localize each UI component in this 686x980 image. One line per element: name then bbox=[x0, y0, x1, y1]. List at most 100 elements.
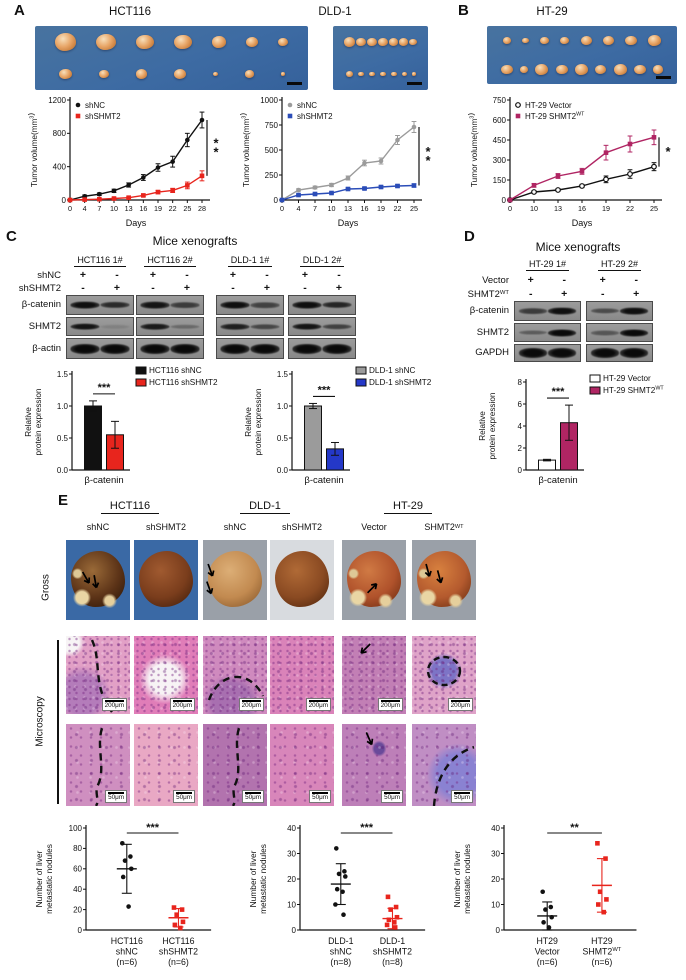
svg-text:25: 25 bbox=[183, 204, 191, 213]
svg-text:DLD-1: DLD-1 bbox=[380, 936, 406, 946]
scale-bar-label: 50μm bbox=[381, 790, 403, 803]
svg-text:19: 19 bbox=[602, 204, 610, 213]
scale-bar-label: 200μm bbox=[169, 698, 195, 711]
blot-lane-box bbox=[288, 295, 356, 315]
blot-sign: - bbox=[231, 282, 235, 294]
blot-lane-box bbox=[586, 344, 653, 362]
tumor bbox=[343, 37, 355, 47]
blot-sign: - bbox=[185, 269, 189, 281]
blot-band bbox=[100, 301, 130, 309]
blot-band bbox=[170, 343, 200, 354]
svg-text:(n=6): (n=6) bbox=[168, 957, 189, 967]
gross-liver-photo-ht29-vector bbox=[342, 540, 406, 620]
svg-text:16: 16 bbox=[139, 204, 147, 213]
ht29-protein-expression-chart: 0 2 4 6 8 Relative protein expression β-catenin… bbox=[478, 374, 664, 486]
svg-text:0: 0 bbox=[62, 196, 67, 205]
svg-text:β-catenin: β-catenin bbox=[84, 475, 123, 486]
bars bbox=[538, 404, 578, 471]
svg-text:protein expression: protein expression bbox=[34, 388, 43, 455]
svg-text:4: 4 bbox=[83, 204, 87, 213]
svg-text:HT-29 SHMT2WT: HT-29 SHMT2WT bbox=[525, 111, 585, 120]
tumor bbox=[574, 64, 588, 75]
svg-text:25: 25 bbox=[650, 204, 658, 213]
scale-bar-text: 50μm bbox=[454, 794, 470, 801]
blot-sign: - bbox=[81, 282, 85, 294]
svg-text:Tumor volume(mm3): Tumor volume(mm3) bbox=[28, 113, 39, 187]
svg-text:0: 0 bbox=[280, 204, 284, 213]
arrow-annotations bbox=[366, 582, 378, 594]
tumor bbox=[633, 64, 646, 75]
svg-text:Relative: Relative bbox=[478, 411, 487, 441]
tumor bbox=[355, 37, 366, 47]
panel-e-dld1-title-text: DLD-1 bbox=[240, 500, 290, 514]
significance-marker: ** bbox=[206, 120, 219, 176]
blot-lane-box bbox=[216, 317, 284, 336]
significance-marker: ** bbox=[547, 822, 602, 834]
tumor bbox=[411, 72, 416, 76]
tumor-row bbox=[487, 55, 677, 84]
blot-lane-box bbox=[66, 295, 134, 315]
legend: DLD-1 shNC DLD-1 shSHMT2 bbox=[355, 366, 432, 387]
svg-text:protein expression: protein expression bbox=[254, 388, 263, 455]
blot-band bbox=[322, 343, 352, 354]
blot-sign: + bbox=[633, 287, 640, 300]
axis: 0 150 300 450 600 750 0 10 13 16 19 22 25 Days Tumor v… bbox=[468, 96, 662, 228]
tumor bbox=[212, 36, 226, 48]
blot-band bbox=[620, 329, 649, 336]
tumor bbox=[399, 38, 409, 46]
blot-lane-box bbox=[66, 338, 134, 359]
tumor bbox=[212, 71, 218, 77]
svg-text:Relative: Relative bbox=[24, 407, 33, 437]
svg-text:150: 150 bbox=[493, 176, 507, 185]
microscopy-image-hct116-shnc: 50μm bbox=[66, 724, 130, 806]
scale-bar bbox=[104, 700, 124, 702]
svg-text:1.5: 1.5 bbox=[57, 370, 69, 379]
blot-band bbox=[292, 343, 322, 354]
blot-band bbox=[140, 301, 170, 309]
blot-sign: + bbox=[113, 282, 121, 294]
svg-text:shNC: shNC bbox=[85, 101, 105, 110]
blot-sign-cell: - + bbox=[514, 288, 581, 301]
svg-text:(n=8): (n=8) bbox=[382, 957, 403, 967]
tumor bbox=[136, 34, 154, 50]
panel-e-ht29-title-text: HT-29 bbox=[384, 500, 432, 514]
svg-text:DLD-1: DLD-1 bbox=[328, 936, 354, 946]
blot-group-header-text: DLD-1 1# bbox=[227, 255, 273, 267]
bars bbox=[304, 402, 344, 471]
tumor bbox=[96, 33, 116, 51]
svg-text:22: 22 bbox=[169, 204, 177, 213]
significance-marker: * bbox=[658, 137, 671, 167]
scale-bar-text: 200μm bbox=[380, 702, 400, 709]
gross-liver-photo-ht29-shmt2wt bbox=[412, 540, 476, 620]
legend: HT-29 Vector HT-29 SHMT2WT bbox=[589, 374, 664, 395]
blot-sign: + bbox=[561, 287, 568, 300]
scale-bar-label: 200μm bbox=[305, 698, 331, 711]
svg-text:(n=6): (n=6) bbox=[116, 957, 137, 967]
scale-bar bbox=[454, 792, 470, 794]
panel-e-ht29-title: HT-29 bbox=[363, 500, 453, 514]
condition-label-shshmt2-2: shSHMT2 bbox=[281, 522, 322, 532]
svg-text:400: 400 bbox=[53, 162, 67, 171]
tumor bbox=[135, 69, 147, 79]
dashed-boundary bbox=[207, 675, 265, 701]
svg-text:HT29: HT29 bbox=[536, 936, 558, 946]
panel-c-western-blot: HCT116 1# HCT116 2# DLD-1 1# DLD-1 2# shNC + -… bbox=[2, 252, 356, 361]
liver bbox=[275, 551, 329, 608]
scale-bar bbox=[172, 700, 192, 702]
blot-sign: - bbox=[634, 273, 639, 286]
tumor bbox=[390, 71, 397, 77]
blot-condition-label: SHMT2WT bbox=[467, 288, 509, 300]
svg-text:13: 13 bbox=[344, 204, 352, 213]
blot-band bbox=[548, 329, 577, 336]
svg-text:HT-29 Vector: HT-29 Vector bbox=[603, 374, 651, 383]
blot-sign: - bbox=[562, 273, 567, 286]
blot-band bbox=[250, 343, 280, 354]
blot-band-row: SHMT2 bbox=[2, 317, 356, 336]
blot-band bbox=[220, 343, 250, 354]
scale-bar-text: 200μm bbox=[241, 702, 261, 709]
scale-bar bbox=[384, 792, 400, 794]
svg-text:10: 10 bbox=[491, 900, 500, 909]
scale-bar-label: 50μm bbox=[173, 790, 195, 803]
blot-group-header: HCT116 2# bbox=[136, 255, 204, 267]
